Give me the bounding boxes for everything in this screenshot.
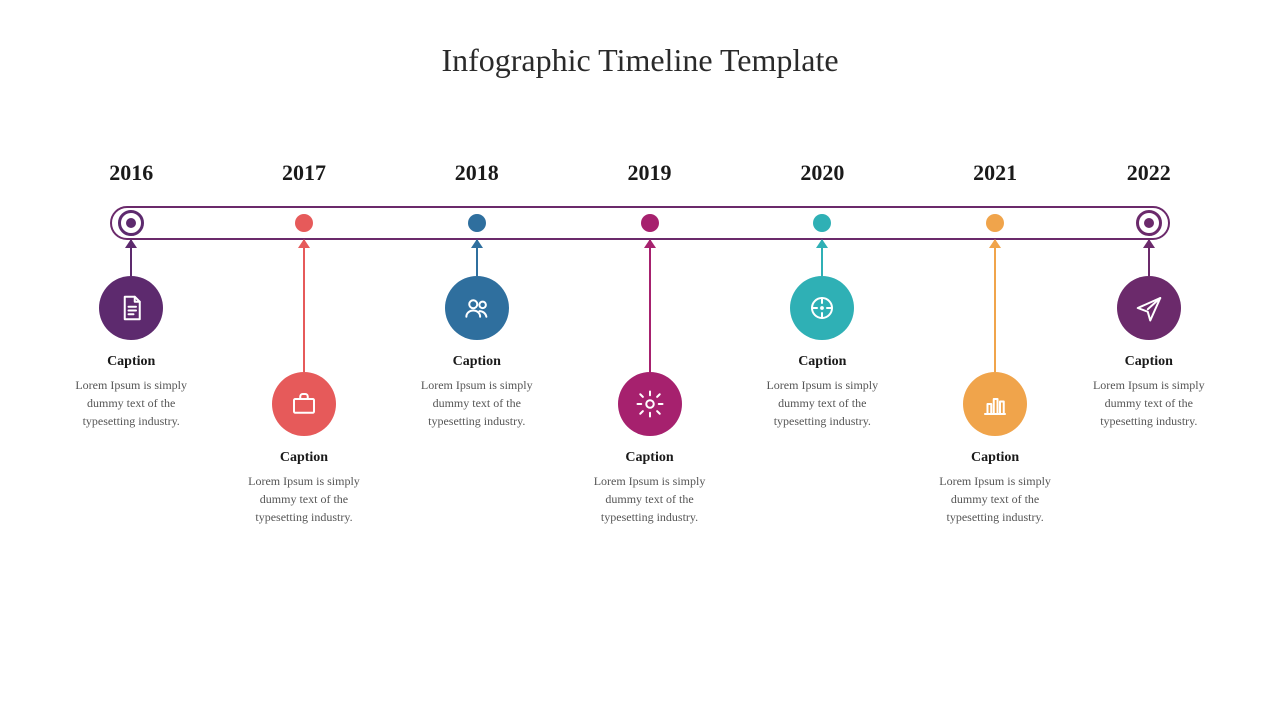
year-label: 2019 bbox=[628, 160, 672, 186]
track-end-marker bbox=[118, 210, 144, 236]
bars-icon bbox=[963, 372, 1027, 436]
year-label: 2022 bbox=[1127, 160, 1171, 186]
timeline-items: Caption Lorem Ipsum is simply dummy text … bbox=[110, 240, 1170, 660]
item-caption: Caption bbox=[1074, 354, 1224, 370]
arrowhead-icon bbox=[644, 239, 656, 248]
item-caption: Caption bbox=[56, 354, 206, 370]
arrowhead-icon bbox=[125, 239, 137, 248]
track-dot bbox=[986, 214, 1004, 232]
item-caption: Caption bbox=[920, 450, 1070, 466]
year-label: 2016 bbox=[109, 160, 153, 186]
track-dot bbox=[813, 214, 831, 232]
target-icon bbox=[790, 276, 854, 340]
item-caption: Caption bbox=[402, 354, 552, 370]
year-label: 2018 bbox=[455, 160, 499, 186]
item-body: Lorem Ipsum is simply dummy text of the … bbox=[747, 376, 897, 430]
year-label: 2017 bbox=[282, 160, 326, 186]
track-dot bbox=[641, 214, 659, 232]
item-caption: Caption bbox=[229, 450, 379, 466]
arrowhead-icon bbox=[989, 239, 1001, 248]
arrowhead-icon bbox=[471, 239, 483, 248]
timeline-track bbox=[110, 206, 1170, 240]
item-body: Lorem Ipsum is simply dummy text of the … bbox=[575, 472, 725, 526]
item-body: Lorem Ipsum is simply dummy text of the … bbox=[56, 376, 206, 430]
briefcase-icon bbox=[272, 372, 336, 436]
arrowhead-icon bbox=[298, 239, 310, 248]
timeline: 2016 2017 2018 2019 2020 2021 2022 Caption Lore… bbox=[110, 160, 1170, 660]
item-body: Lorem Ipsum is simply dummy text of the … bbox=[402, 376, 552, 430]
track-dot bbox=[295, 214, 313, 232]
gear-icon bbox=[618, 372, 682, 436]
item-body: Lorem Ipsum is simply dummy text of the … bbox=[920, 472, 1070, 526]
years-row: 2016 2017 2018 2019 2020 2021 2022 bbox=[110, 160, 1170, 200]
connector-line bbox=[994, 240, 996, 372]
connector-line bbox=[649, 240, 651, 372]
item-caption: Caption bbox=[747, 354, 897, 370]
document-icon bbox=[99, 276, 163, 340]
item-caption: Caption bbox=[575, 450, 725, 466]
connector-line bbox=[303, 240, 305, 372]
arrowhead-icon bbox=[816, 239, 828, 248]
item-body: Lorem Ipsum is simply dummy text of the … bbox=[229, 472, 379, 526]
plane-icon bbox=[1117, 276, 1181, 340]
year-label: 2020 bbox=[800, 160, 844, 186]
arrowhead-icon bbox=[1143, 239, 1155, 248]
track-dot bbox=[468, 214, 486, 232]
users-icon bbox=[445, 276, 509, 340]
page-title: Infographic Timeline Template bbox=[0, 0, 1280, 79]
track-end-marker bbox=[1136, 210, 1162, 236]
item-body: Lorem Ipsum is simply dummy text of the … bbox=[1074, 376, 1224, 430]
year-label: 2021 bbox=[973, 160, 1017, 186]
